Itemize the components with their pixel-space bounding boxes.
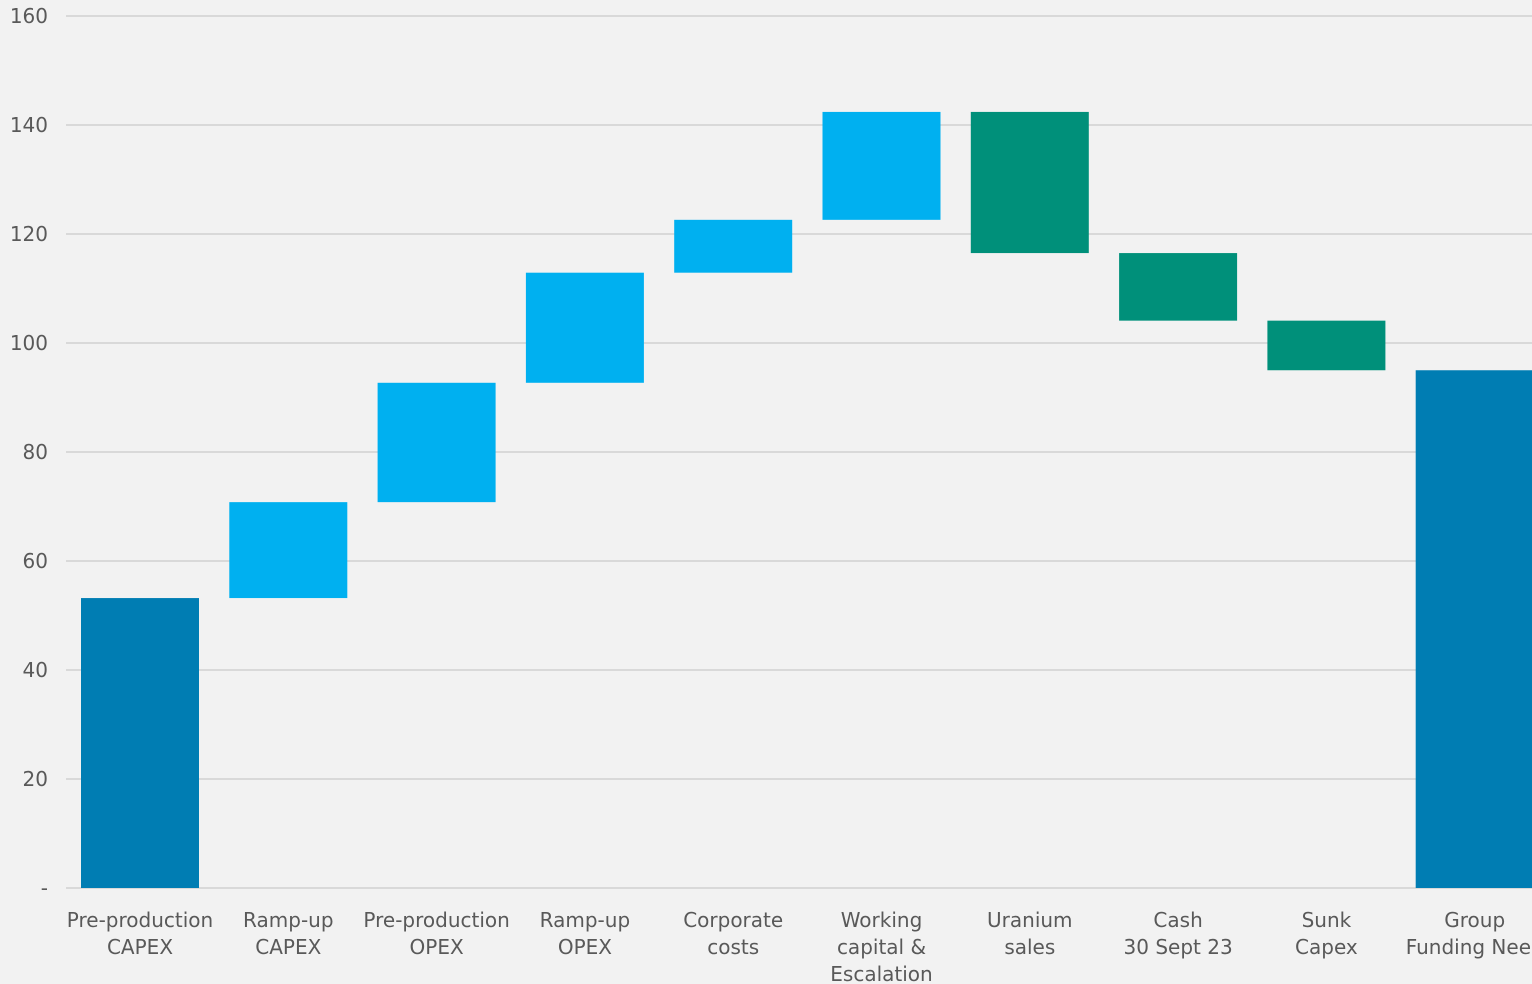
x-category-label-line: CAPEX [107,935,173,959]
bar-decrease [1119,253,1238,321]
x-category-label-line: Group [1444,908,1505,932]
bar-increase [674,219,793,273]
y-tick-label: 100 [10,331,48,355]
gridlines [66,15,1532,889]
x-category-label: Group Funding Need [1406,908,1532,959]
x-category-label-line: Funding Need [1406,935,1532,959]
x-category-label-line: Sunk [1302,908,1352,932]
x-category-label-line: 30 Sept 23 [1124,935,1233,959]
x-category-label: Corporate costs [683,908,783,959]
x-category-label-line: Ramp-up [540,908,630,932]
y-tick-label: 60 [23,549,48,573]
x-category-label-line: Corporate [683,908,783,932]
y-axis-ticks: - 20 40 60 80 100 120 140 160 [10,4,48,900]
x-category-label: Uranium sales [987,908,1073,959]
y-tick-label: 80 [23,440,48,464]
x-category-label-line: Pre-production [67,908,213,932]
x-category-label: Pre-production OPEX [363,908,509,959]
x-category-label-line: capital & [837,935,926,959]
x-category-label-line: Escalation [830,962,932,984]
x-category-label-line: Uranium [987,908,1073,932]
y-tick-label: 120 [10,222,48,246]
y-tick-label: - [41,876,48,900]
bars [81,111,1532,888]
x-category-label: Pre-production CAPEX [67,908,213,959]
bar-increase [822,111,941,220]
x-category-label-line: Cash [1153,908,1202,932]
x-category-label: Ramp-up OPEX [540,908,630,959]
bar-decrease [970,111,1089,254]
x-category-label-line: Pre-production [363,908,509,932]
x-category-label: Ramp-up CAPEX [243,908,333,959]
y-tick-label: 160 [10,4,48,28]
x-category-label-line: Ramp-up [243,908,333,932]
x-category-label-line: Working [841,908,923,932]
y-tick-label: 20 [23,767,48,791]
bar-increase [525,272,644,383]
x-category-label: Cash 30 Sept 23 [1124,908,1233,959]
bar-increase [229,502,348,599]
x-category-label-line: OPEX [410,935,464,959]
x-category-label: Working capital & Escalation [830,908,932,984]
bar-decrease [1267,320,1386,371]
bar-increase [377,382,496,503]
x-category-label: Sunk Capex [1295,908,1358,959]
x-category-label-line: sales [1004,935,1055,959]
y-tick-label: 140 [10,113,48,137]
x-category-label-line: costs [707,935,759,959]
x-category-label-line: Capex [1295,935,1358,959]
y-tick-label: 40 [23,658,48,682]
bar-total [1415,370,1532,888]
x-category-label-line: OPEX [558,935,612,959]
bar-total [81,598,199,888]
x-category-label-line: CAPEX [255,935,321,959]
